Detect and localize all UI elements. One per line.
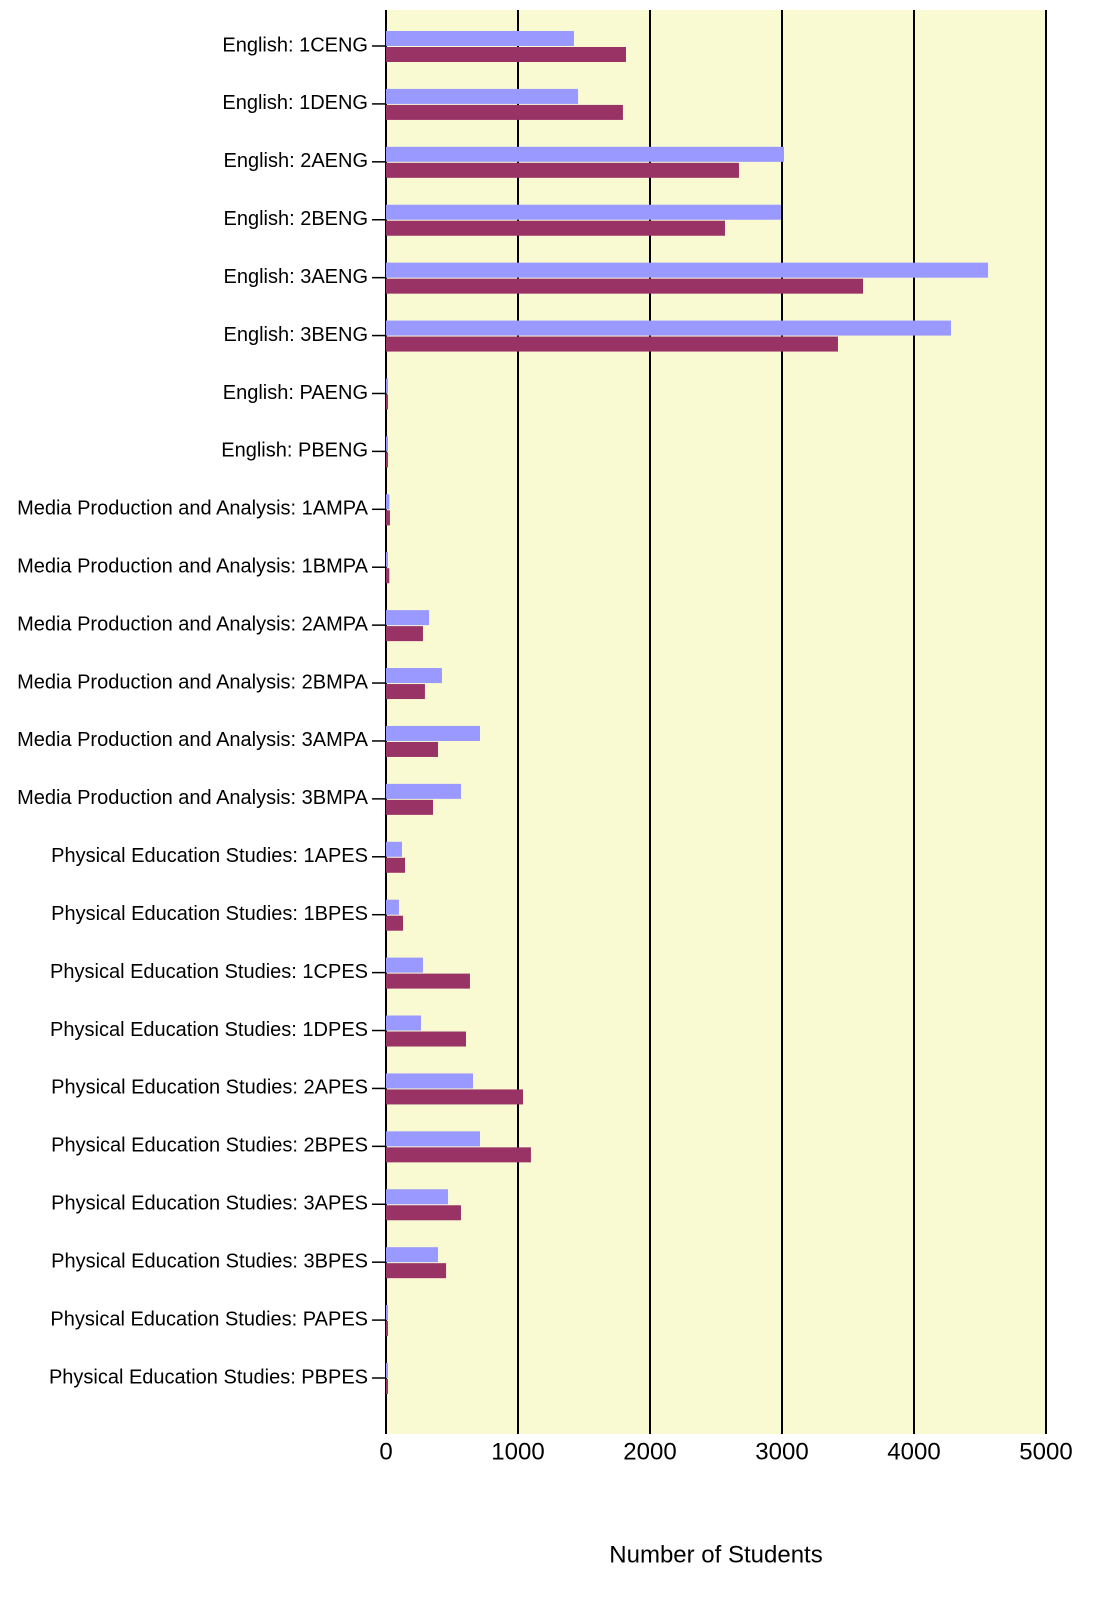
y-tick-label: Media Production and Analysis: 3BMPA <box>17 787 369 809</box>
bar <box>386 552 388 568</box>
bar <box>386 494 390 510</box>
bar <box>386 278 864 294</box>
y-tick-label: Physical Education Studies: 1BPES <box>51 903 368 925</box>
x-tick-label: 0 <box>379 1438 392 1465</box>
bar <box>386 320 951 336</box>
y-tick-label: English: 3BENG <box>223 324 368 346</box>
y-tick-label: English: 1DENG <box>222 92 368 114</box>
bar <box>386 262 989 278</box>
bar <box>386 915 404 931</box>
bar <box>386 783 461 799</box>
bar <box>386 568 390 584</box>
y-tick-label: English: 3AENG <box>223 266 368 288</box>
bar <box>386 1379 388 1394</box>
y-tick-label: Physical Education Studies: 3APES <box>51 1193 368 1215</box>
y-tick-label: English: 2BENG <box>223 208 368 230</box>
y-tick-label: Physical Education Studies: 1DPES <box>50 1019 368 1041</box>
bar <box>386 1247 439 1263</box>
y-tick-label: Physical Education Studies: 2APES <box>51 1077 368 1099</box>
bar <box>386 1073 473 1089</box>
y-tick-label: Media Production and Analysis: 2AMPA <box>17 613 369 635</box>
y-tick-label: Physical Education Studies: 1APES <box>51 845 368 867</box>
x-tick-label: 3000 <box>755 1438 808 1465</box>
bar <box>386 799 433 815</box>
bar <box>386 1131 480 1147</box>
x-tick-label: 4000 <box>887 1438 940 1465</box>
bar <box>386 1263 447 1279</box>
y-tick-label: Physical Education Studies: 2BPES <box>51 1135 368 1157</box>
bar <box>386 378 388 394</box>
bar <box>386 725 480 741</box>
y-tick-label: Media Production and Analysis: 2BMPA <box>17 671 369 693</box>
bar <box>386 668 442 684</box>
bar <box>386 452 388 468</box>
bar <box>386 741 439 757</box>
y-tick-label: Physical Education Studies: PAPES <box>50 1308 368 1330</box>
bar <box>386 1205 461 1221</box>
y-tick-label: English: 2AENG <box>223 150 368 172</box>
bar <box>386 394 388 410</box>
bar <box>386 1089 524 1105</box>
bar <box>386 88 579 104</box>
bar <box>386 857 406 873</box>
y-tick-label: English: PAENG <box>223 382 368 404</box>
bar <box>386 204 781 220</box>
bar <box>386 146 784 162</box>
bar <box>386 626 423 642</box>
bar <box>386 510 390 526</box>
bar <box>386 973 470 989</box>
bar <box>386 1147 531 1163</box>
x-tick-label: 5000 <box>1019 1438 1072 1465</box>
x-axis-label: Number of Students <box>609 1541 822 1568</box>
bar <box>386 684 425 700</box>
y-tick-label: Physical Education Studies: 3BPES <box>51 1250 368 1272</box>
bar <box>386 1189 449 1205</box>
bar <box>386 1363 388 1378</box>
plot-background <box>386 10 1046 1434</box>
y-tick-label: English: PBENG <box>221 440 368 462</box>
bar <box>386 957 423 973</box>
y-tick-label: Media Production and Analysis: 1AMPA <box>17 498 369 520</box>
bar <box>386 1031 466 1047</box>
bar <box>386 899 399 915</box>
bar <box>386 1305 388 1321</box>
y-tick-label: English: 1CENG <box>222 34 368 56</box>
bar <box>386 220 725 236</box>
bar <box>386 1015 421 1031</box>
x-tick-label: 1000 <box>491 1438 544 1465</box>
bar <box>386 162 739 178</box>
y-tick-label: Physical Education Studies: PBPES <box>49 1366 368 1388</box>
bar <box>386 104 623 120</box>
bar <box>386 47 626 62</box>
y-tick-label: Media Production and Analysis: 3AMPA <box>17 729 369 751</box>
bar <box>386 436 388 452</box>
bar <box>386 336 838 352</box>
bar <box>386 610 430 626</box>
y-tick-label: Media Production and Analysis: 1BMPA <box>17 555 369 577</box>
bar <box>386 841 402 857</box>
x-tick-label: 2000 <box>623 1438 676 1465</box>
bar <box>386 31 574 46</box>
y-tick-label: Physical Education Studies: 1CPES <box>50 961 368 983</box>
bar <box>386 1321 388 1337</box>
